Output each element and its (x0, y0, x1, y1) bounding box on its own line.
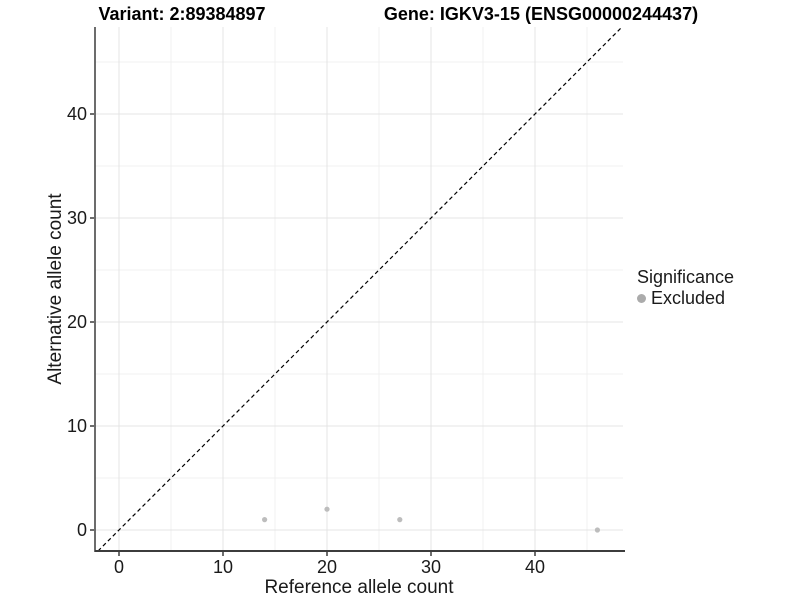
y-tick-label: 40 (67, 104, 87, 124)
data-point (594, 527, 601, 533)
y-tick-label: 0 (77, 520, 87, 540)
plot-title-variant: Variant: 2:89384897 (98, 4, 266, 24)
y-tick-label: 20 (67, 312, 87, 332)
x-tick-label: 40 (525, 557, 545, 577)
legend-item-label: Excluded (651, 288, 726, 308)
x-tick-label: 20 (317, 557, 337, 577)
plot-title-gene: Gene: IGKV3-15 (ENSG00000244437) (383, 4, 699, 24)
legend-point-icon (637, 293, 646, 303)
data-point (397, 517, 403, 523)
legend-item: Excluded (637, 288, 734, 308)
identity-line (97, 26, 623, 552)
legend-title: Significance (637, 267, 735, 287)
legend: Significance Excluded (637, 266, 734, 308)
y-tick-label: 30 (67, 208, 87, 228)
x-axis-title: Reference allele count (264, 577, 454, 598)
x-tick-label: 0 (114, 557, 124, 577)
y-axis-title: Alternative allele count (45, 193, 66, 385)
data-point (324, 506, 330, 512)
x-tick-label: 10 (213, 557, 233, 577)
y-tick-label: 10 (67, 416, 87, 436)
data-point (262, 517, 268, 523)
x-tick-label: 30 (421, 557, 441, 577)
